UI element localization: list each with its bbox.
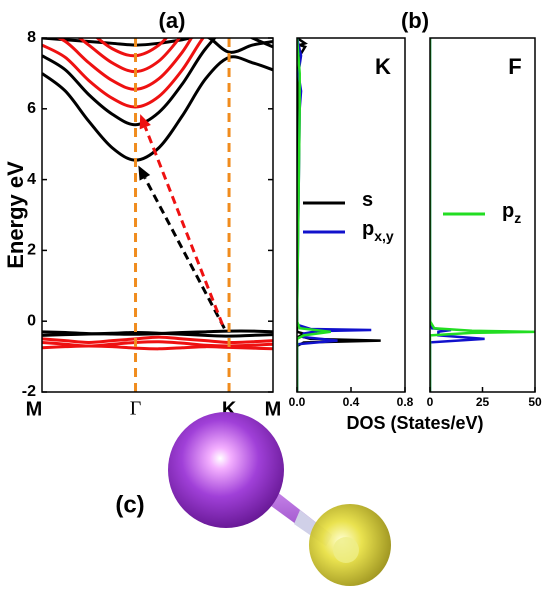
panel-title: (b) — [401, 8, 429, 33]
x-tick-label: 0.0 — [289, 395, 306, 409]
y-tick-label: 8 — [27, 29, 36, 46]
legend-name: p — [502, 200, 514, 222]
panel-title: (a) — [159, 8, 186, 33]
x-tick-label: 0.8 — [397, 395, 414, 409]
arrow-shaft — [143, 177, 226, 329]
band — [42, 55, 273, 162]
band — [42, 331, 273, 338]
band — [77, 38, 182, 74]
dos-curve — [297, 38, 331, 392]
atom-core — [333, 537, 359, 563]
panel-label: F — [508, 54, 521, 79]
y-tick-label: 4 — [27, 171, 36, 188]
x-tick-label: M — [26, 398, 43, 420]
legend-name: p — [362, 218, 374, 240]
arrow-head — [139, 114, 151, 130]
band — [42, 335, 273, 344]
y-tick-label: -2 — [22, 383, 36, 400]
x-tick-label: 25 — [476, 395, 490, 409]
arrow-shaft — [143, 126, 224, 326]
y-tick-label: 6 — [27, 100, 36, 117]
dos-curve — [297, 38, 381, 392]
y-tick-label: 2 — [27, 242, 36, 259]
legend-label: pz — [502, 200, 521, 225]
axes-frame — [41, 37, 274, 393]
x-tick-label: 0.4 — [343, 395, 360, 409]
atom-k — [168, 412, 284, 528]
panel-label: K — [375, 54, 391, 79]
axes-frame — [429, 37, 536, 393]
x-tick-label: 50 — [528, 395, 542, 409]
x-tick-label: Γ — [130, 398, 142, 420]
legend-subscript: x,y — [374, 228, 394, 244]
legend-label: px,y — [362, 218, 394, 243]
plot-area — [42, 38, 273, 351]
arrow-head — [138, 165, 151, 181]
structure: (c) — [115, 412, 391, 586]
legend-subscript: z — [514, 210, 521, 226]
y-axis-label: Energy eV — [3, 161, 28, 269]
x-tick-label: 0 — [427, 395, 434, 409]
axes-frame — [296, 37, 406, 393]
band — [42, 38, 205, 109]
band — [42, 344, 273, 351]
plot-area — [297, 38, 381, 392]
x-tick-label: M — [265, 398, 282, 420]
legend-label: s — [362, 189, 373, 211]
legend-name: s — [362, 189, 373, 211]
panel-label: (c) — [115, 491, 144, 518]
band — [95, 38, 169, 58]
band — [42, 38, 273, 127]
x-axis-label: DOS (States/eV) — [346, 413, 483, 433]
band — [55, 38, 194, 91]
y-tick-label: 0 — [27, 312, 36, 329]
